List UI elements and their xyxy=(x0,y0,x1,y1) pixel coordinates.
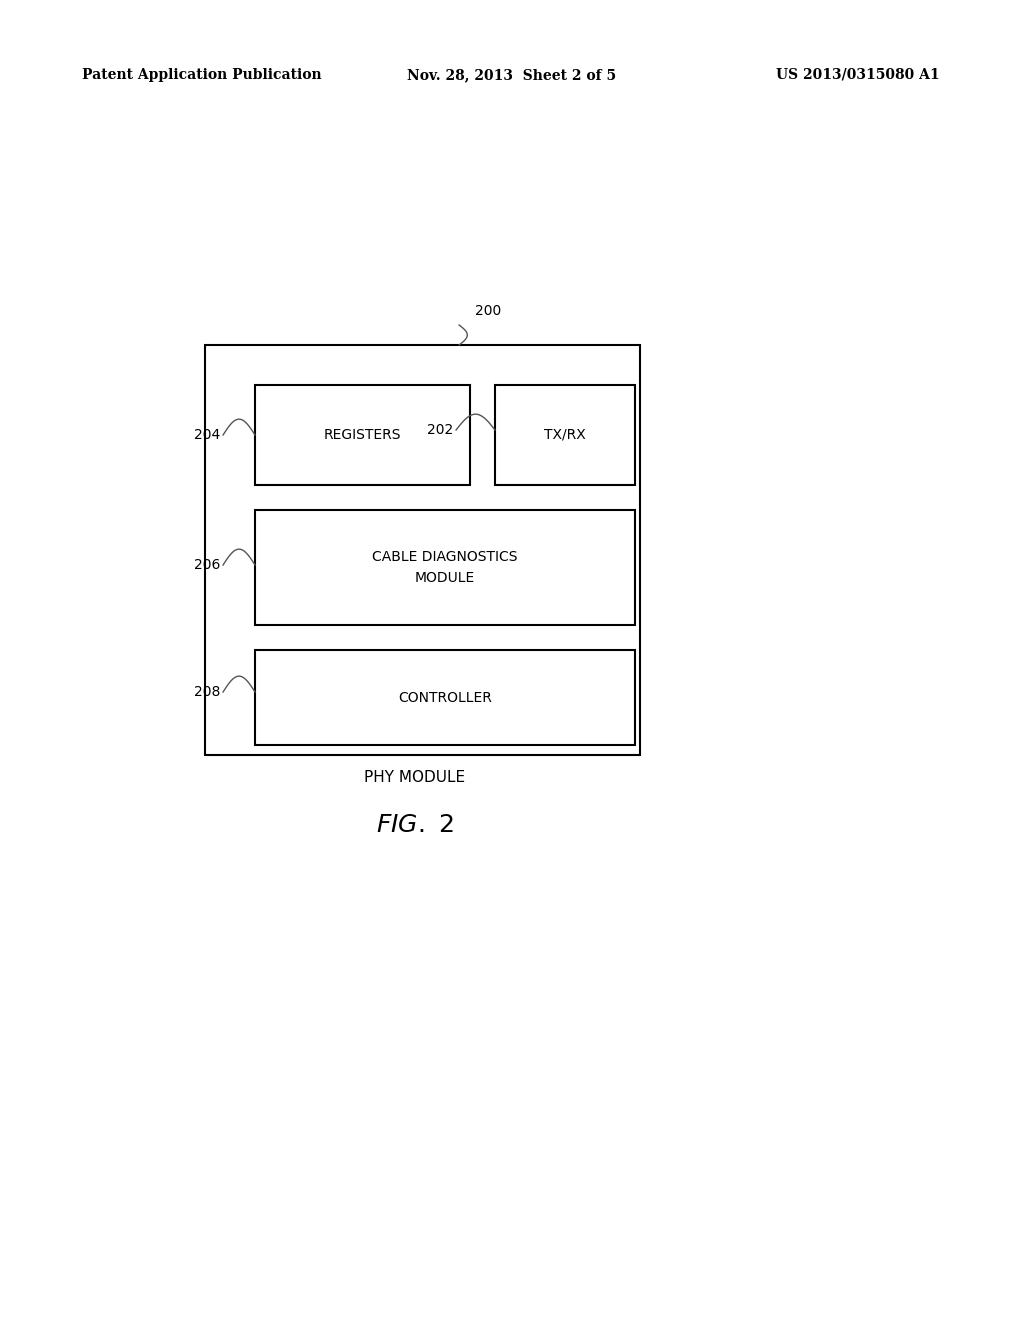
Text: 204: 204 xyxy=(194,428,220,442)
Text: 206: 206 xyxy=(194,558,220,572)
Text: CABLE DIAGNOSTICS: CABLE DIAGNOSTICS xyxy=(373,550,518,564)
Bar xyxy=(495,385,635,484)
Text: TX/RX: TX/RX xyxy=(544,428,586,442)
Text: 200: 200 xyxy=(475,305,502,318)
Text: PHY MODULE: PHY MODULE xyxy=(365,771,466,785)
Bar xyxy=(255,649,635,744)
Text: US 2013/0315080 A1: US 2013/0315080 A1 xyxy=(776,69,940,82)
Text: MODULE: MODULE xyxy=(415,572,475,585)
Text: REGISTERS: REGISTERS xyxy=(324,428,401,442)
Bar xyxy=(255,385,470,484)
Text: CONTROLLER: CONTROLLER xyxy=(398,690,492,705)
Text: $\mathit{FIG.\ 2}$: $\mathit{FIG.\ 2}$ xyxy=(376,813,454,837)
Text: Nov. 28, 2013  Sheet 2 of 5: Nov. 28, 2013 Sheet 2 of 5 xyxy=(408,69,616,82)
Text: Patent Application Publication: Patent Application Publication xyxy=(82,69,322,82)
Text: 202: 202 xyxy=(427,422,453,437)
Bar xyxy=(255,510,635,624)
Bar xyxy=(205,345,640,755)
Text: 208: 208 xyxy=(194,685,220,700)
